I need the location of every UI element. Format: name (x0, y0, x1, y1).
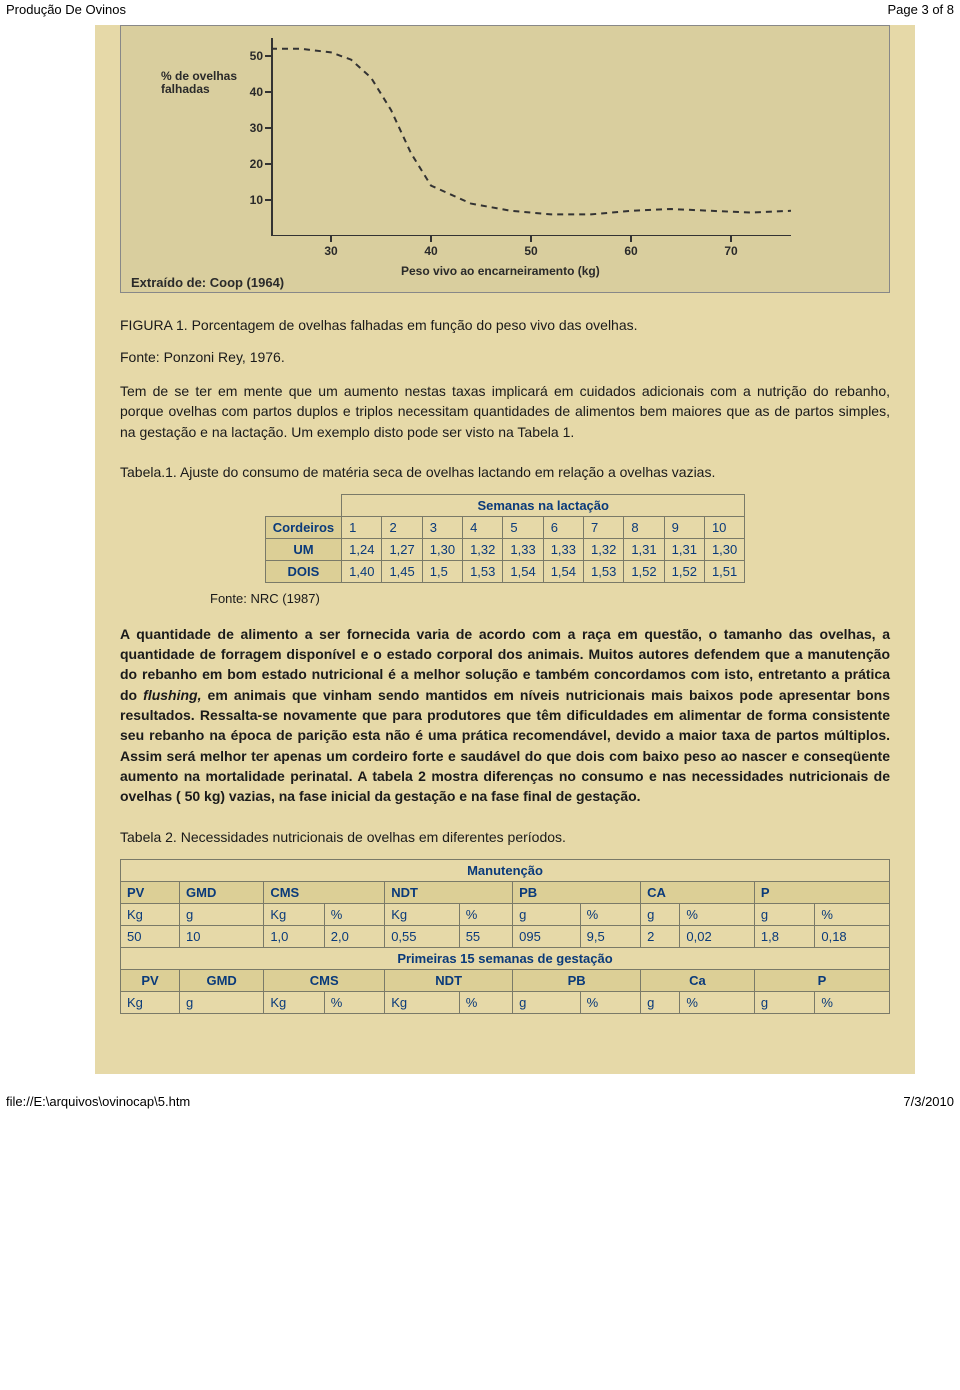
page-footer: file://E:\arquivos\ovinocap\5.htm 7/3/20… (0, 1092, 960, 1111)
page-header: Produção De Ovinos Page 3 of 8 (0, 0, 960, 19)
table2-row1: 50101,02,00,55550959,520,021,80,18 (121, 925, 890, 947)
header-pager: Page 3 of 8 (888, 2, 955, 17)
table2-span-15sem: Primeiras 15 semanas de gestação (121, 947, 890, 969)
table2-headers: PVGMDCMSNDTPBCAP (121, 881, 890, 903)
chart-x-label: Peso vivo ao encarneiramento (kg) (401, 264, 600, 278)
table1-rowhead: Cordeiros (265, 516, 341, 538)
table1-row-dois: DOIS (265, 560, 341, 582)
table-1-caption: Tabela.1. Ajuste do consumo de matéria s… (120, 464, 890, 480)
page-content: % de ovelhas falhadas 102030405030405060… (95, 25, 915, 1074)
table-1: Semanas na lactaçãoCordeiros12345678910U… (265, 494, 746, 583)
table1-source: Fonte: NRC (1987) (210, 591, 890, 606)
table2-units2: KggKg%Kg%g%g%g% (121, 991, 890, 1013)
footer-path: file://E:\arquivos\ovinocap\5.htm (6, 1094, 190, 1109)
chart-y-label: % de ovelhas falhadas (161, 70, 237, 96)
table1-row-um: UM (265, 538, 341, 560)
footer-date: 7/3/2010 (903, 1094, 954, 1109)
figure-1-chart: % de ovelhas falhadas 102030405030405060… (120, 25, 890, 293)
table-2: Manutenção PVGMDCMSNDTPBCAP KggKg%Kg%g%g… (120, 859, 890, 1014)
chart-curve (271, 38, 791, 236)
paragraph-1: Tem de se ter em mente que um aumento ne… (120, 381, 890, 442)
chart-source: Extraído de: Coop (1964) (131, 275, 284, 290)
table2-units: KggKg%Kg%g%g%g% (121, 903, 890, 925)
figure-1-caption: FIGURA 1. Porcentagem de ovelhas falhada… (120, 317, 890, 333)
header-title: Produção De Ovinos (6, 2, 126, 17)
chart-plot-area: 10203040503040506070 (271, 38, 791, 236)
table2-span-manut: Manutenção (121, 859, 890, 881)
table-2-caption: Tabela 2. Necessidades nutricionais de o… (120, 829, 890, 845)
paragraph-2: A quantidade de alimento a ser fornecida… (120, 624, 890, 807)
table1-span-header: Semanas na lactação (342, 494, 745, 516)
table2-headers2: PVGMDCMSNDTPBCaP (121, 969, 890, 991)
figure-1-source: Fonte: Ponzoni Rey, 1976. (120, 349, 890, 365)
